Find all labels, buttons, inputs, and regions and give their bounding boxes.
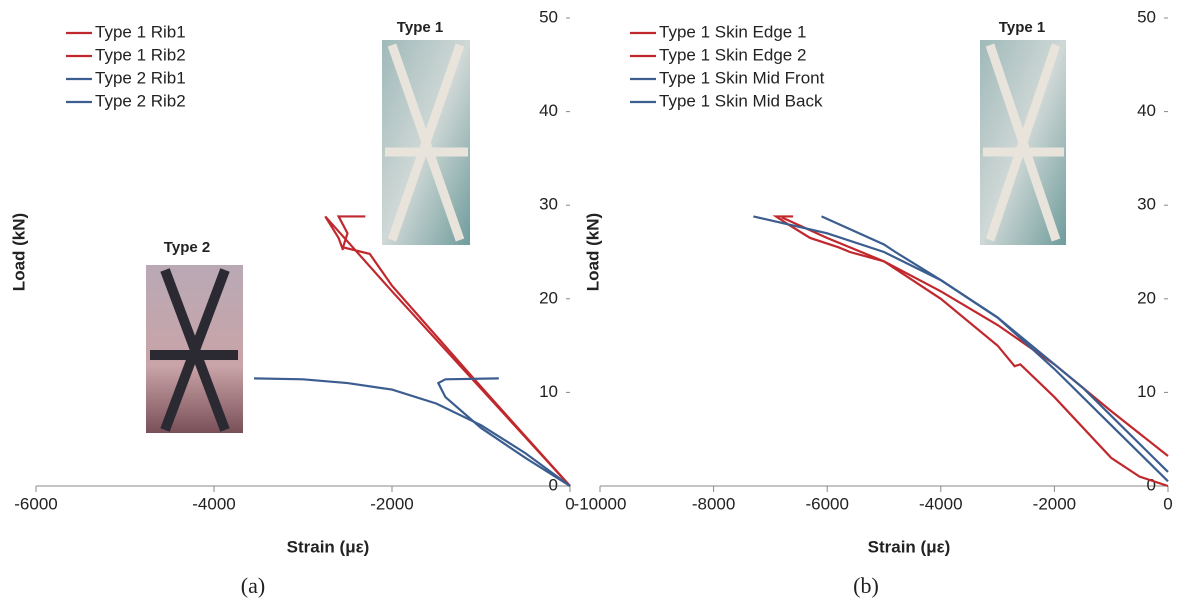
inset-photo	[146, 265, 243, 433]
y-tick-label: 0	[549, 475, 558, 494]
legend-label: Type 1 Skin Mid Back	[659, 91, 823, 110]
x-tick-label: -2000	[370, 494, 413, 513]
legend-label: Type 2 Rib1	[95, 68, 186, 87]
data-line	[772, 215, 1169, 488]
y-tick-label: 40	[539, 101, 558, 120]
legend-label: Type 1 Skin Edge 1	[659, 22, 806, 41]
inset-photo	[980, 40, 1066, 245]
x-axis-title: Strain (με)	[868, 537, 951, 556]
x-tick-label: -6000	[805, 494, 848, 513]
x-tick-label: 0	[565, 494, 574, 513]
data-line	[781, 216, 1169, 457]
data-line	[254, 377, 571, 487]
caption: (b)	[853, 573, 879, 598]
x-tick-label: -4000	[192, 494, 235, 513]
x-tick-label: -4000	[919, 494, 962, 513]
x-tick-label: -10000	[574, 494, 627, 513]
y-tick-label: 20	[1137, 288, 1156, 307]
data-line	[436, 377, 571, 487]
y-tick-label: 0	[1147, 475, 1156, 494]
legend-label: Type 1 Skin Mid Front	[659, 68, 825, 87]
y-tick-label: 50	[539, 7, 558, 26]
y-tick-label: 30	[539, 195, 558, 214]
legend-label: Type 1 Skin Edge 2	[659, 45, 806, 64]
y-tick-label: 30	[1137, 195, 1156, 214]
legend-label: Type 1 Rib2	[95, 45, 186, 64]
x-axis-title: Strain (με)	[287, 537, 370, 556]
y-axis-title: Load (kN)	[9, 213, 28, 291]
y-tick-label: 20	[539, 288, 558, 307]
inset-label: Type 1	[397, 19, 443, 36]
x-tick-label: -8000	[692, 494, 735, 513]
data-line	[753, 215, 1169, 473]
y-axis-title: Load (kN)	[583, 213, 602, 291]
caption: (a)	[241, 573, 265, 598]
inset-label: Type 2	[164, 239, 210, 256]
y-tick-label: 10	[1137, 382, 1156, 401]
x-tick-label: -6000	[14, 494, 57, 513]
y-tick-label: 50	[1137, 7, 1156, 26]
x-tick-label: -2000	[1033, 494, 1076, 513]
inset-label: Type 1	[999, 19, 1045, 36]
legend-label: Type 2 Rib2	[95, 91, 186, 110]
data-line	[336, 215, 571, 487]
inset-photo	[382, 40, 470, 245]
y-tick-label: 40	[1137, 101, 1156, 120]
x-tick-label: 0	[1163, 494, 1172, 513]
y-tick-label: 10	[539, 382, 558, 401]
legend-label: Type 1 Rib1	[95, 22, 186, 41]
data-line	[821, 215, 1169, 483]
